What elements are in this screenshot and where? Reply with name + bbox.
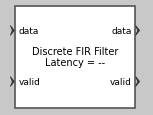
Text: valid: valid: [18, 77, 40, 86]
Text: Discrete FIR Filter: Discrete FIR Filter: [32, 47, 118, 56]
Polygon shape: [10, 77, 14, 87]
Polygon shape: [136, 26, 140, 36]
Text: valid: valid: [110, 77, 132, 86]
Text: Latency = --: Latency = --: [45, 58, 105, 67]
Text: data: data: [18, 27, 39, 36]
Polygon shape: [10, 26, 14, 36]
Text: data: data: [111, 27, 132, 36]
Polygon shape: [136, 77, 140, 87]
Bar: [15, 7, 135, 108]
